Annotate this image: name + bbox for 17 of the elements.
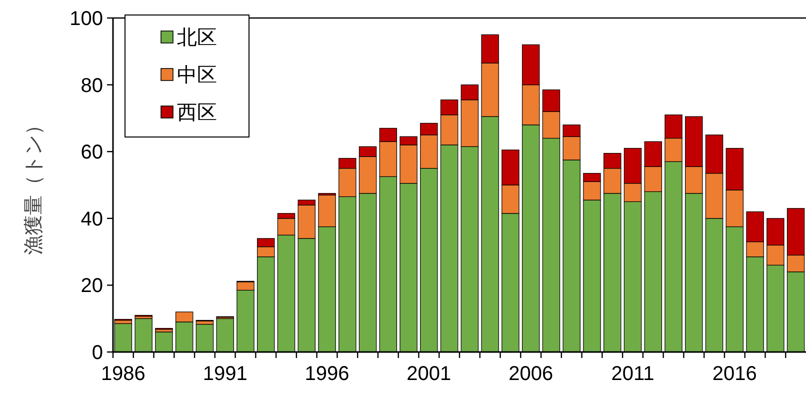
legend-label: 中区	[177, 62, 217, 86]
y-tick-label: 40	[80, 208, 103, 230]
y-tick-label: 60	[80, 142, 103, 164]
legend-label: 西区	[177, 100, 217, 124]
x-tick-label: 2011	[611, 363, 654, 385]
y-tick-label: 0	[92, 342, 103, 364]
y-tick-label: 100	[70, 8, 103, 30]
x-tick-label: 1986	[100, 363, 146, 385]
y-tick-label: 20	[80, 275, 103, 298]
x-tick-label: 1996	[304, 363, 350, 385]
y-axis-title: 漁獲量（トン）	[21, 115, 45, 255]
legend-label: 北区	[177, 25, 217, 49]
x-tick-label: 1991	[202, 363, 248, 385]
x-tick-label: 2006	[508, 363, 554, 385]
x-tick-label: 2016	[712, 363, 757, 385]
x-tick-label: 2001	[406, 363, 452, 385]
y-tick-label: 80	[80, 74, 103, 97]
